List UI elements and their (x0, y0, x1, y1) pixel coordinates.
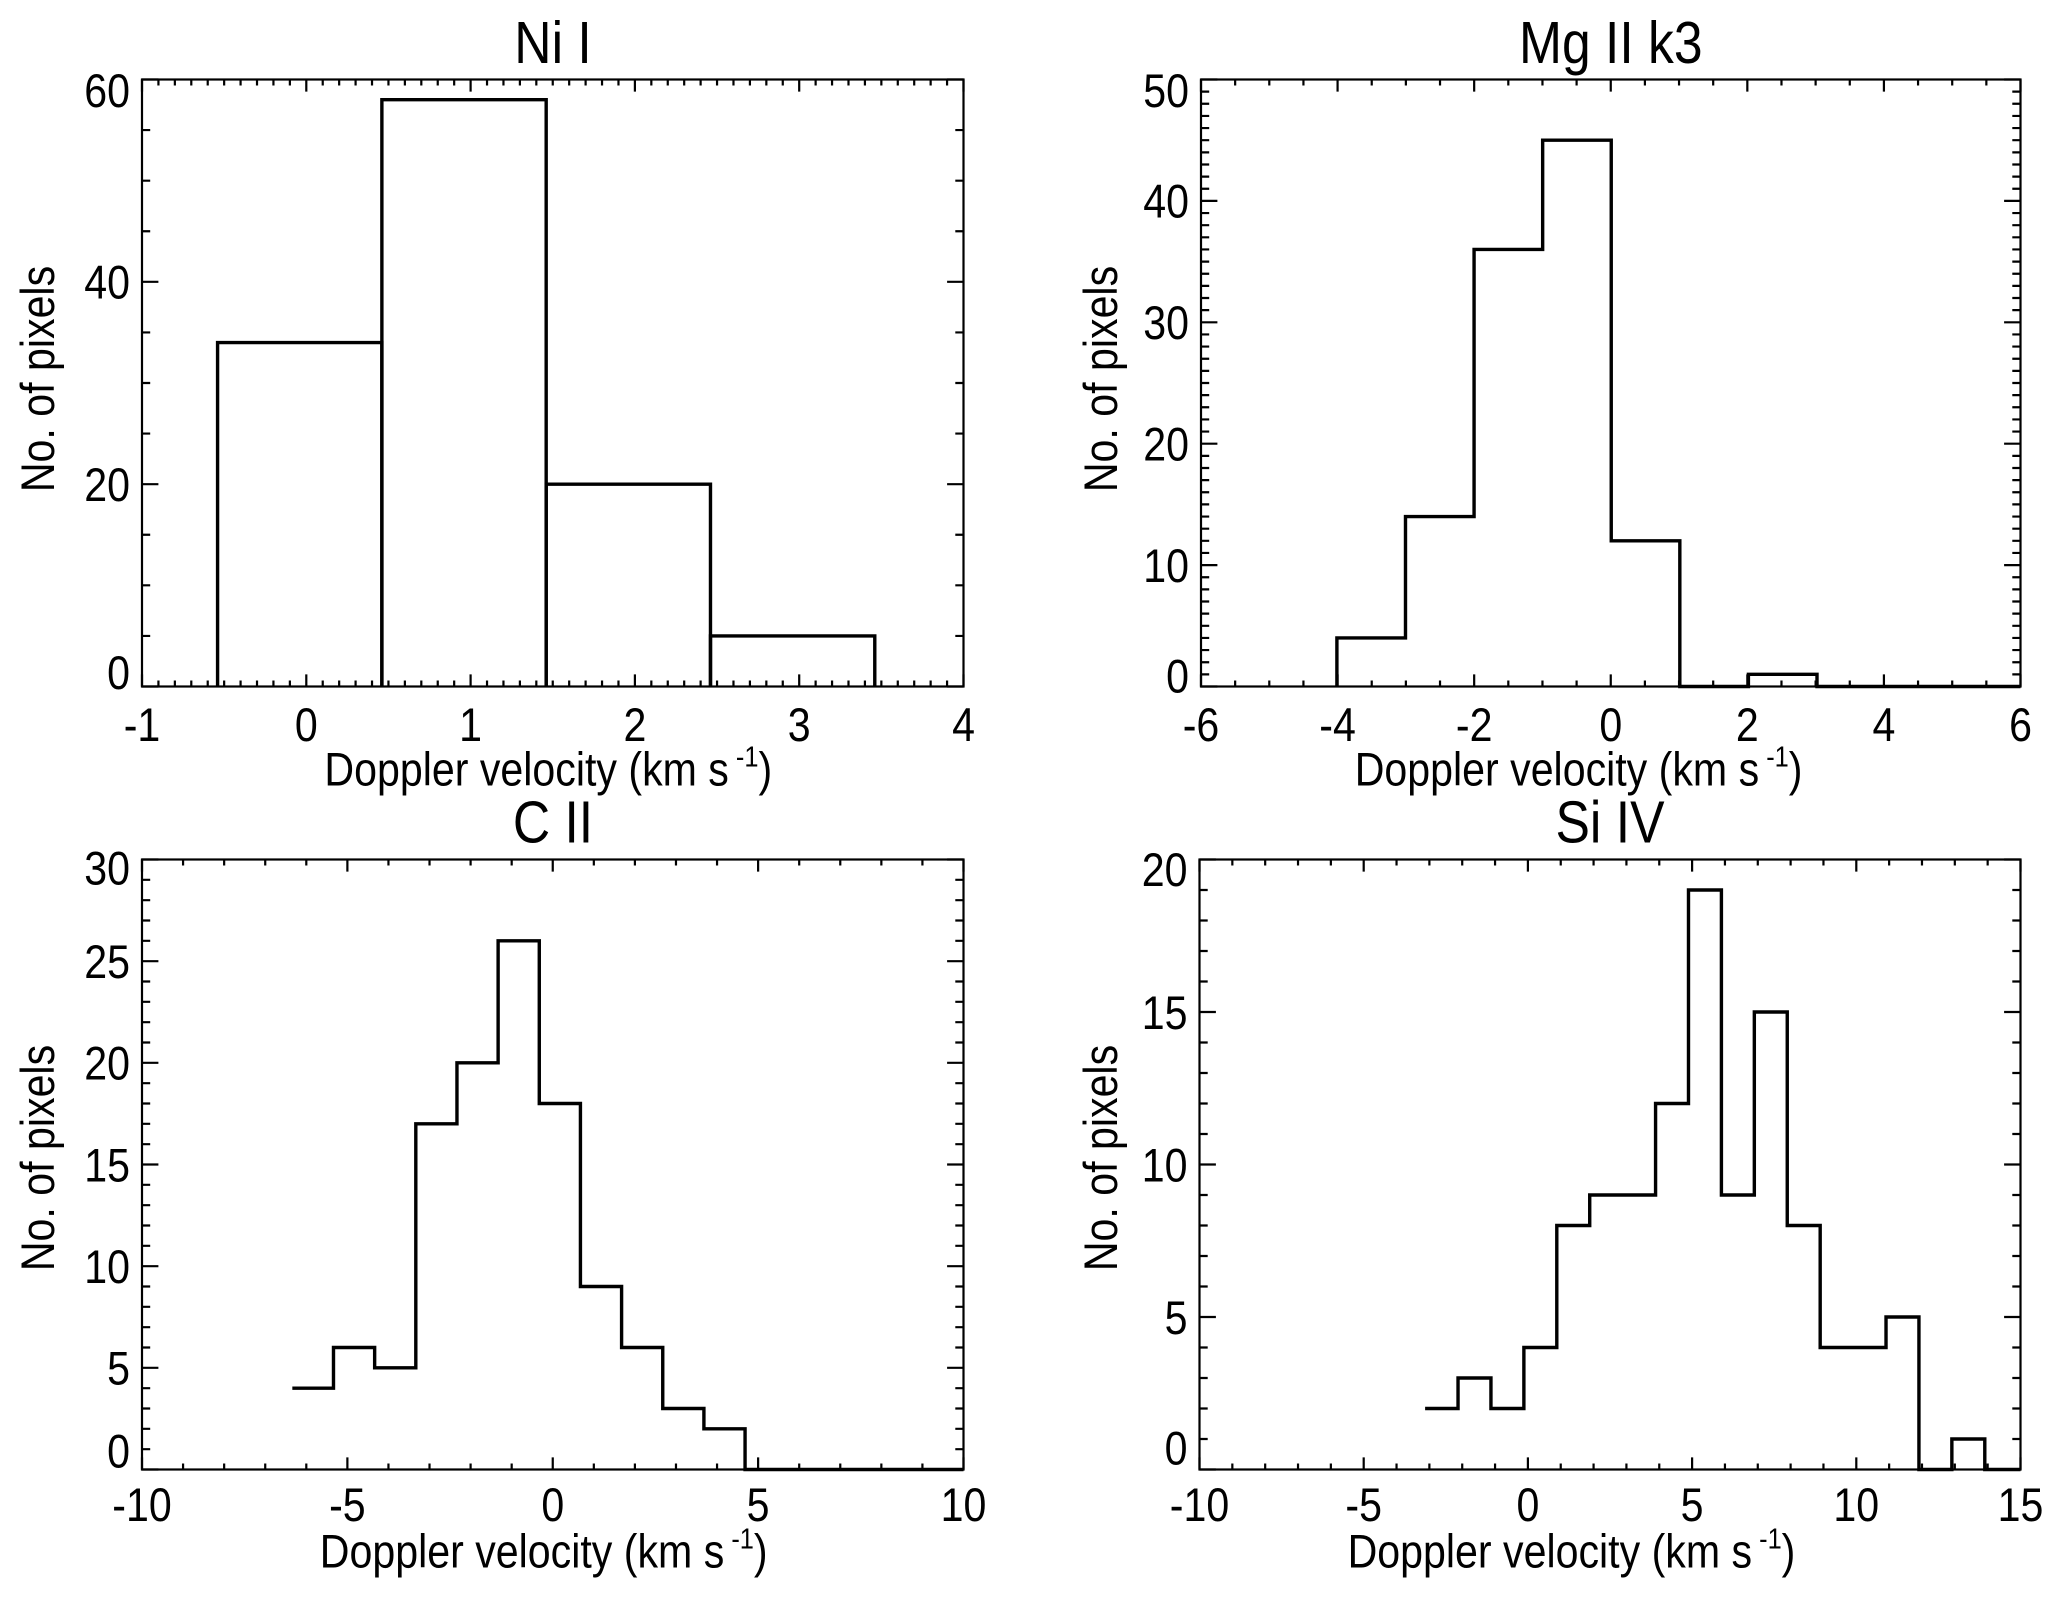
svg-text:-10: -10 (112, 1479, 171, 1531)
svg-text:C II: C II (513, 789, 593, 855)
svg-text:10: 10 (941, 1479, 987, 1531)
svg-text:-4: -4 (1319, 699, 1356, 751)
svg-text:Mg II k3: Mg II k3 (1519, 10, 1703, 76)
svg-text:No. of pixels: No. of pixels (1075, 266, 1127, 492)
svg-text:0: 0 (107, 1426, 130, 1478)
svg-text:30: 30 (1143, 298, 1189, 350)
svg-text:0: 0 (295, 699, 318, 751)
svg-text:Doppler velocity (km s -1): Doppler velocity (km s -1) (1355, 740, 1803, 796)
svg-text:-5: -5 (329, 1479, 366, 1531)
svg-text:0: 0 (1165, 1423, 1188, 1475)
svg-text:No. of pixels: No. of pixels (12, 1045, 64, 1271)
svg-text:30: 30 (84, 843, 130, 895)
svg-text:No. of pixels: No. of pixels (12, 266, 64, 492)
svg-text:-1: -1 (124, 699, 161, 751)
svg-text:5: 5 (1165, 1292, 1188, 1344)
svg-text:10: 10 (1142, 1140, 1188, 1192)
svg-text:5: 5 (107, 1343, 130, 1395)
svg-text:20: 20 (1143, 419, 1189, 471)
svg-text:Doppler velocity (km s -1): Doppler velocity (km s -1) (320, 1522, 768, 1578)
svg-text:10: 10 (84, 1241, 130, 1293)
svg-text:1: 1 (459, 699, 482, 751)
svg-text:-10: -10 (1170, 1479, 1229, 1531)
svg-text:0: 0 (541, 1479, 564, 1531)
svg-text:4: 4 (952, 699, 975, 751)
svg-text:-6: -6 (1183, 699, 1220, 751)
svg-text:5: 5 (747, 1479, 770, 1531)
svg-text:0: 0 (107, 648, 130, 700)
svg-text:15: 15 (84, 1140, 130, 1192)
svg-text:No. of pixels: No. of pixels (1075, 1045, 1127, 1271)
svg-text:-2: -2 (1456, 699, 1493, 751)
svg-text:50: 50 (1143, 65, 1189, 117)
svg-text:2: 2 (623, 699, 646, 751)
svg-text:25: 25 (84, 936, 130, 988)
svg-text:0: 0 (1599, 699, 1622, 751)
svg-text:20: 20 (1142, 845, 1188, 897)
svg-text:4: 4 (1872, 699, 1895, 751)
svg-text:10: 10 (1143, 540, 1189, 592)
svg-text:Si IV: Si IV (1555, 789, 1664, 855)
svg-text:2: 2 (1736, 699, 1759, 751)
svg-text:5: 5 (1681, 1479, 1704, 1531)
svg-text:20: 20 (84, 1038, 130, 1090)
svg-text:Ni I: Ni I (514, 10, 591, 76)
svg-text:40: 40 (1143, 176, 1189, 228)
svg-text:10: 10 (1833, 1479, 1879, 1531)
svg-text:40: 40 (84, 257, 130, 309)
svg-text:0: 0 (1166, 651, 1189, 703)
svg-text:-5: -5 (1345, 1479, 1382, 1531)
svg-text:0: 0 (1516, 1479, 1539, 1531)
svg-text:3: 3 (788, 699, 811, 751)
svg-text:Doppler velocity (km s -1): Doppler velocity (km s -1) (324, 740, 772, 796)
svg-text:Doppler velocity (km s -1): Doppler velocity (km s -1) (1348, 1522, 1796, 1578)
svg-text:15: 15 (1142, 987, 1188, 1039)
svg-text:20: 20 (84, 459, 130, 511)
svg-text:60: 60 (84, 65, 130, 117)
svg-text:15: 15 (1998, 1479, 2044, 1531)
svg-text:6: 6 (2009, 699, 2032, 751)
